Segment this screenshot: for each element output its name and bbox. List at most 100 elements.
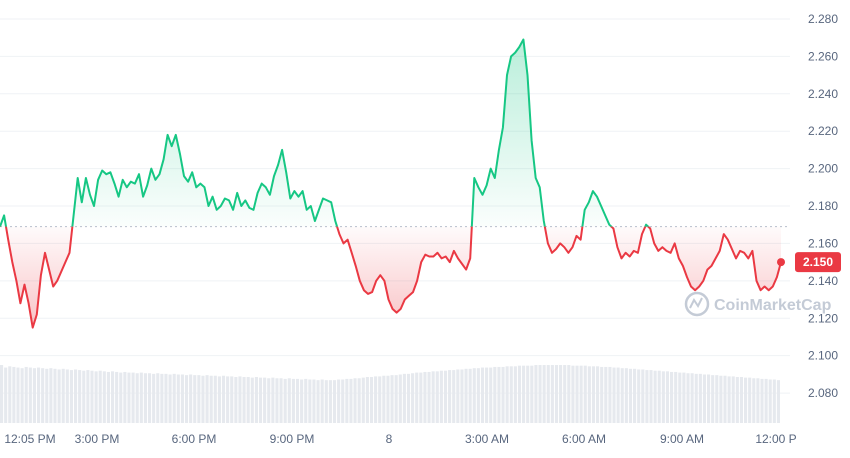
volume-bar: [386, 375, 390, 423]
volume-bar: [361, 377, 365, 423]
volume-bar: [653, 370, 657, 423]
x-tick-label: 3:00 PM: [75, 432, 120, 446]
x-tick-label: 6:00 AM: [562, 432, 606, 446]
volume-bar: [230, 376, 234, 423]
volume-bar: [435, 371, 439, 423]
volume-bar: [8, 366, 12, 423]
volume-bar: [431, 371, 435, 423]
volume-bar: [665, 371, 670, 423]
x-tick-label: 9:00 AM: [660, 432, 704, 446]
volume-bar: [374, 376, 378, 423]
volume-bar: [382, 375, 386, 423]
volume-bar: [538, 365, 542, 423]
volume-bar: [123, 371, 127, 423]
volume-bar: [271, 377, 275, 423]
volume-bar: [456, 369, 460, 423]
volume-bar: [526, 365, 530, 423]
volume-bar: [238, 376, 242, 423]
volume-bar: [304, 378, 308, 423]
volume-bar: [670, 371, 674, 423]
volume-bar: [279, 378, 283, 423]
volume-bar: [731, 376, 735, 423]
y-tick-label: 2.120: [808, 311, 838, 325]
volume-bar: [579, 365, 583, 423]
volume-bar: [295, 378, 300, 423]
volume-bar: [115, 371, 119, 423]
volume-bar: [678, 372, 682, 423]
volume-bar: [530, 365, 534, 423]
volume-bar: [583, 365, 587, 423]
volume-bar: [275, 378, 279, 423]
volume-bar: [509, 366, 513, 423]
series-line-down: [0, 226, 782, 329]
volume-bar: [690, 373, 694, 423]
volume-bar: [637, 369, 641, 423]
current-price-badge: 2.150: [795, 252, 841, 273]
volume-bar: [711, 375, 715, 423]
volume-bar: [12, 366, 16, 423]
volume-bar: [110, 371, 115, 423]
volume-bar: [776, 380, 780, 423]
volume-bar: [328, 380, 332, 423]
y-tick-label: 2.280: [808, 12, 838, 26]
volume-bar: [86, 370, 90, 423]
volume-bar: [707, 374, 711, 423]
series-line-up: [0, 38, 650, 227]
volume-bar: [513, 366, 517, 423]
volume-bar: [760, 378, 764, 423]
volume-bar: [600, 366, 604, 423]
volume-bar: [250, 377, 254, 423]
x-tick-label: 9:00 PM: [270, 432, 315, 446]
volume-bar: [147, 373, 152, 423]
volume-bar: [349, 378, 353, 423]
volume-bar: [189, 374, 193, 423]
volume-bar: [324, 380, 328, 423]
volume-bar: [567, 365, 571, 423]
y-tick-label: 2.180: [808, 199, 838, 213]
volume-bar: [744, 377, 748, 423]
volume-bar: [620, 368, 624, 423]
y-tick-label: 2.140: [808, 274, 838, 288]
volume-bar: [201, 375, 205, 423]
volume-bar: [172, 373, 176, 423]
volume-bar: [464, 368, 468, 423]
volume-bar: [460, 369, 464, 423]
volume-bar: [258, 377, 263, 423]
volume-bar: [522, 365, 526, 423]
volume-bar: [94, 371, 98, 423]
volume-bar: [32, 368, 36, 423]
volume-bar: [715, 375, 719, 423]
x-tick-label: 12:00 P: [755, 432, 796, 446]
volume-bar: [427, 371, 431, 423]
volume-bar: [468, 368, 472, 423]
volume-bar: [242, 377, 246, 423]
volume-bar: [727, 376, 731, 423]
volume-bar: [698, 373, 702, 423]
volume-bar: [139, 372, 143, 423]
volume-bar: [353, 378, 357, 423]
volume-bar: [587, 366, 591, 423]
volume-bar: [308, 379, 312, 423]
volume-bar: [443, 370, 448, 423]
volume-bar: [702, 374, 707, 423]
volume-bar: [534, 365, 538, 423]
volume-bar: [591, 366, 596, 423]
volume-bar: [20, 368, 24, 423]
volume-bar: [616, 367, 620, 423]
volume-bar: [365, 377, 369, 423]
volume-bar: [209, 375, 213, 423]
y-tick-label: 2.200: [808, 162, 838, 176]
volume-bar: [735, 377, 739, 423]
volume-bar: [480, 367, 485, 423]
volume-bar: [748, 377, 752, 423]
x-tick-label: 12:05 PM: [4, 432, 55, 446]
volume-bar: [739, 377, 744, 423]
volume-bar: [719, 375, 723, 423]
x-axis-ticks: 12:05 PM 3:00 PM 6:00 PM 9:00 PM 8 3:00 AM 6:0…: [4, 432, 796, 446]
price-series-line: [0, 38, 782, 329]
y-tick-label: 2.100: [808, 349, 838, 363]
volume-bar: [415, 372, 419, 423]
volume-bar: [559, 365, 563, 423]
